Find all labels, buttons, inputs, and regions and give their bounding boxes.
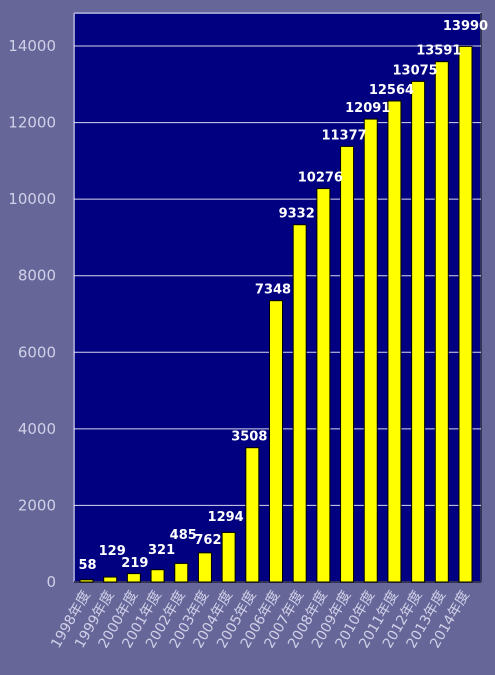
y-tick-label: 4000 [18, 420, 56, 438]
data-label: 762 [194, 533, 221, 548]
data-label: 1294 [208, 510, 244, 525]
bar [387, 100, 402, 583]
y-tick-label: 8000 [18, 267, 56, 285]
y-tick-label: 2000 [18, 496, 56, 514]
data-label: 58 [78, 558, 96, 573]
data-label: 9332 [279, 207, 315, 222]
data-label: 13075 [393, 63, 438, 78]
bar [316, 188, 331, 583]
data-label: 12091 [345, 101, 390, 116]
data-label: 321 [148, 543, 175, 558]
bar [197, 552, 212, 583]
y-tick-label: 12000 [8, 114, 56, 132]
data-label: 10276 [298, 171, 343, 186]
data-label: 13591 [416, 44, 461, 59]
y-tick-label: 14000 [8, 37, 56, 55]
bar [458, 45, 473, 583]
y-tick-label: 6000 [18, 343, 56, 361]
bar [269, 300, 283, 583]
bar [126, 573, 141, 583]
data-label: 12564 [369, 83, 414, 98]
bar [174, 562, 189, 583]
bar [103, 576, 118, 583]
data-label: 11377 [321, 128, 366, 143]
bar [411, 80, 426, 583]
data-label: 13990 [443, 19, 488, 34]
y-tick-label: 10000 [8, 190, 56, 208]
bar [292, 224, 307, 583]
bar [340, 145, 355, 583]
data-label: 7348 [255, 283, 291, 298]
data-label: 485 [170, 528, 197, 543]
bar [245, 447, 260, 583]
data-label: 219 [121, 556, 148, 571]
bar [79, 579, 94, 583]
data-label: 3508 [231, 430, 267, 445]
bar [221, 531, 236, 583]
bar [150, 569, 165, 583]
bar [434, 61, 449, 583]
bar [363, 118, 378, 583]
data-label: 129 [99, 544, 126, 559]
y-tick-label: 0 [46, 573, 56, 591]
